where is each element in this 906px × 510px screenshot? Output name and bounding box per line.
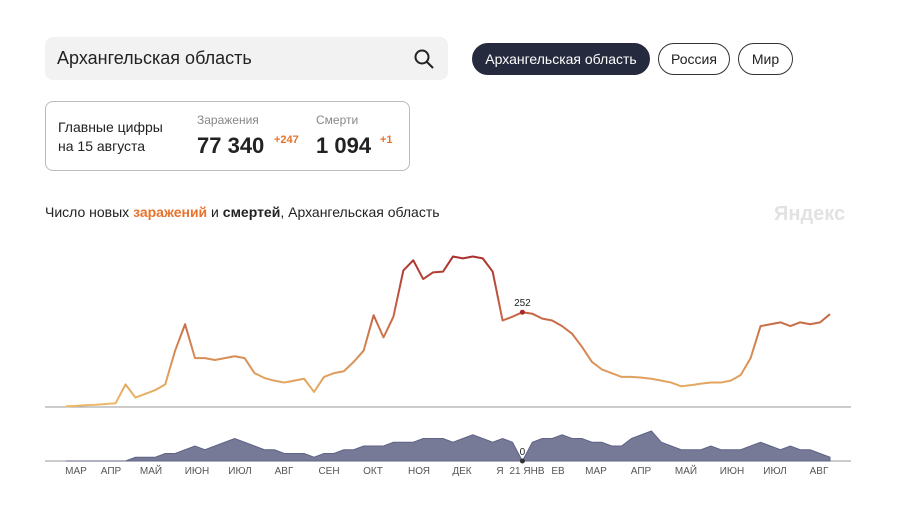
summary-title: Главные цифры [58, 119, 163, 135]
x-axis-label: ИЮН [185, 466, 210, 477]
x-axis-label: МАР [65, 466, 87, 477]
search-box[interactable]: Архангельская область [45, 37, 448, 80]
x-axis-label: СЕН [318, 466, 339, 477]
cases-line [65, 255, 831, 408]
x-axis-label: МАР [585, 466, 607, 477]
tab[interactable]: Мир [738, 43, 793, 75]
value-point [519, 458, 525, 464]
search-query[interactable]: Архангельская область [57, 48, 252, 68]
deaths-delta: +1 [380, 134, 393, 146]
heading-cases: заражений [133, 204, 208, 220]
x-axis-label: ИЮЛ [763, 466, 786, 477]
value-point [519, 309, 525, 315]
tab[interactable]: Россия [658, 43, 730, 75]
x-axis-label: Я [496, 466, 503, 477]
cases-value: 77 340 [197, 133, 265, 158]
deaths-area [66, 430, 831, 463]
x-axis-label: 21 ЯНВ [509, 466, 544, 477]
value-label: 252 [514, 298, 531, 309]
summary-card: Главные цифры на 15 августа Заражения 77… [45, 101, 410, 171]
chart-heading: Число новых заражений и смертей, Арханге… [45, 204, 440, 220]
x-axis-label: АПР [631, 466, 652, 477]
x-axis-label: АВГ [810, 466, 829, 477]
heading-text: Число новых [45, 204, 134, 220]
x-axis-label: ОКТ [363, 466, 383, 477]
x-axis-label: НОЯ [408, 466, 430, 477]
x-axis-label: ИЮЛ [228, 466, 251, 477]
brand-logo: Яндекс [774, 203, 846, 225]
deaths-label: Смерти [316, 113, 359, 127]
cases-delta: +247 [274, 134, 299, 146]
search-icon[interactable] [413, 48, 435, 70]
heading-deaths: смертей [222, 204, 281, 220]
cases-label: Заражения [197, 113, 259, 127]
x-axis-label: АВГ [275, 466, 294, 477]
value-label: 0 [520, 447, 526, 458]
x-axis-label: ЕВ [551, 466, 565, 477]
x-axis-label: МАЙ [140, 464, 162, 477]
x-axis-label: АПР [101, 466, 122, 477]
x-axis-label: ИЮН [720, 466, 745, 477]
heading-text: и [207, 204, 223, 220]
heading-text: , Архангельская область [280, 204, 440, 220]
deaths-value: 1 094 [316, 133, 372, 158]
tab[interactable]: Архангельская область [472, 43, 650, 75]
x-axis-label: МАЙ [675, 464, 697, 477]
x-axis-label: ДЕК [452, 466, 471, 477]
summary-date: на 15 августа [58, 138, 146, 154]
